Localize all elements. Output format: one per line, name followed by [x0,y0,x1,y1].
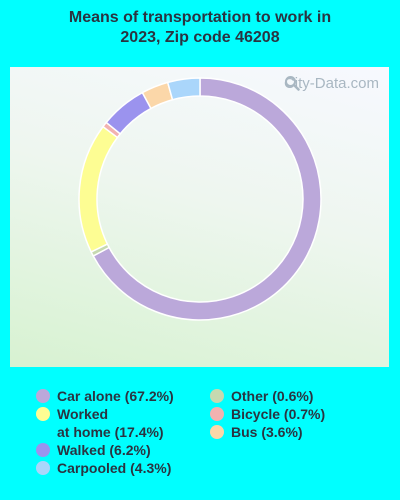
chart-title: Means of transportation to work in 2023,… [0,8,400,48]
chart-legend: Car alone (67.2%) Worked at home (17.4%) W… [0,380,400,500]
legend-swatch [210,389,224,403]
legend-item-right-2: Bus (3.6%) [210,423,303,441]
legend-item-right-1: Bicycle (0.7%) [210,405,325,423]
donut-slice-carpooled [166,77,201,101]
donut-slice-worked-at-home [78,125,119,253]
legend-label: Carpooled (4.3%) [57,460,172,476]
legend-swatch [210,425,224,439]
legend-label: Other (0.6%) [231,388,314,404]
search-icon [284,76,300,91]
legend-swatch [36,407,50,421]
chart-title-line-2: 2023, Zip code 46208 [120,29,280,46]
donut-chart [78,77,322,321]
legend-swatch [36,443,50,457]
legend-item-left-2: Walked (6.2%) [36,441,151,459]
legend-label: Car alone (67.2%) [57,388,174,404]
legend-item-left-0: Car alone (67.2%) [36,387,174,405]
legend-label: Walked (6.2%) [57,442,151,458]
donut-slice-walked [105,91,152,135]
legend-swatch [210,407,224,421]
watermark: City-Data.com [284,75,379,92]
legend-label: Worked at home (17.4%) [57,406,164,440]
chart-panel: City-Data.com [10,67,389,367]
chart-title-line-1: Means of transportation to work in [68,9,332,26]
watermark-text: City-Data.com [283,75,379,92]
legend-label: Bus (3.6%) [231,424,303,440]
legend-item-right-0: Other (0.6%) [210,387,313,405]
legend-item-left-1: Worked at home (17.4%) [36,405,164,441]
legend-swatch [36,389,50,403]
legend-item-left-3: Carpooled (4.3%) [36,459,171,477]
legend-label: Bicycle (0.7%) [231,406,326,422]
legend-swatch [36,461,50,475]
